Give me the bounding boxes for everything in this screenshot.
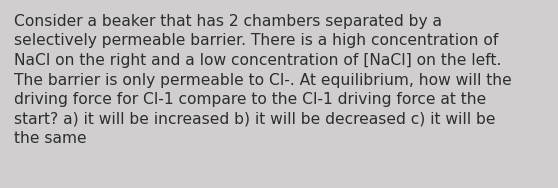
Text: selectively permeable barrier. There is a high concentration of: selectively permeable barrier. There is … bbox=[14, 33, 498, 49]
Text: the same: the same bbox=[14, 131, 86, 146]
Text: driving force for Cl-1 compare to the Cl-1 driving force at the: driving force for Cl-1 compare to the Cl… bbox=[14, 92, 486, 107]
Text: NaCl on the right and a low concentration of [NaCl] on the left.: NaCl on the right and a low concentratio… bbox=[14, 53, 502, 68]
Text: Consider a beaker that has 2 chambers separated by a: Consider a beaker that has 2 chambers se… bbox=[14, 14, 442, 29]
Text: start? a) it will be increased b) it will be decreased c) it will be: start? a) it will be increased b) it wil… bbox=[14, 111, 496, 127]
Text: The barrier is only permeable to Cl-. At equilibrium, how will the: The barrier is only permeable to Cl-. At… bbox=[14, 73, 512, 87]
